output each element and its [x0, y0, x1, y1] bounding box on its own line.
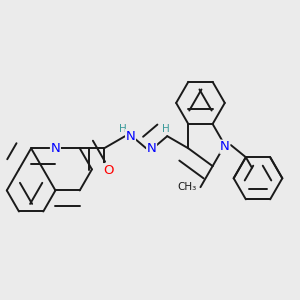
- Text: CH₃: CH₃: [178, 182, 197, 192]
- Text: H: H: [118, 124, 126, 134]
- Text: N: N: [51, 142, 60, 155]
- Text: O: O: [103, 164, 113, 177]
- Text: N: N: [126, 130, 135, 143]
- Text: N: N: [220, 140, 230, 153]
- Text: H: H: [162, 124, 170, 134]
- Text: N: N: [147, 142, 157, 155]
